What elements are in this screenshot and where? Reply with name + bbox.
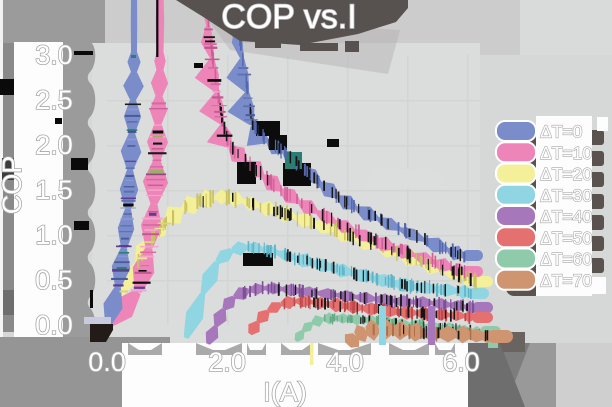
svg-text:COP: COP [0, 156, 27, 215]
svg-text:0.5: 0.5 [35, 265, 73, 295]
svg-text:ΔT=70: ΔT=70 [540, 270, 592, 290]
svg-text:4.0: 4.0 [326, 347, 364, 377]
svg-text:ΔT=0: ΔT=0 [540, 122, 583, 142]
svg-text:COP vs.I: COP vs.I [221, 0, 356, 36]
svg-text:ΔT=30: ΔT=30 [540, 185, 592, 205]
svg-text:ΔT=50: ΔT=50 [540, 228, 592, 248]
svg-text:1.5: 1.5 [35, 175, 73, 205]
svg-text:1.0: 1.0 [35, 220, 73, 250]
svg-text:ΔT=20: ΔT=20 [540, 164, 592, 184]
svg-text:6.0: 6.0 [442, 347, 480, 377]
svg-text:I(A): I(A) [263, 377, 307, 407]
svg-text:2.0: 2.0 [208, 347, 246, 377]
svg-text:2.5: 2.5 [35, 85, 73, 115]
svg-text:ΔT=40: ΔT=40 [540, 207, 592, 227]
svg-text:ΔT=60: ΔT=60 [540, 249, 592, 269]
svg-text:3.0: 3.0 [35, 40, 73, 70]
svg-text:2.0: 2.0 [35, 130, 73, 160]
svg-text:ΔT=10: ΔT=10 [540, 143, 592, 163]
svg-text:0.0: 0.0 [35, 310, 73, 340]
svg-text:0.0: 0.0 [88, 347, 126, 377]
